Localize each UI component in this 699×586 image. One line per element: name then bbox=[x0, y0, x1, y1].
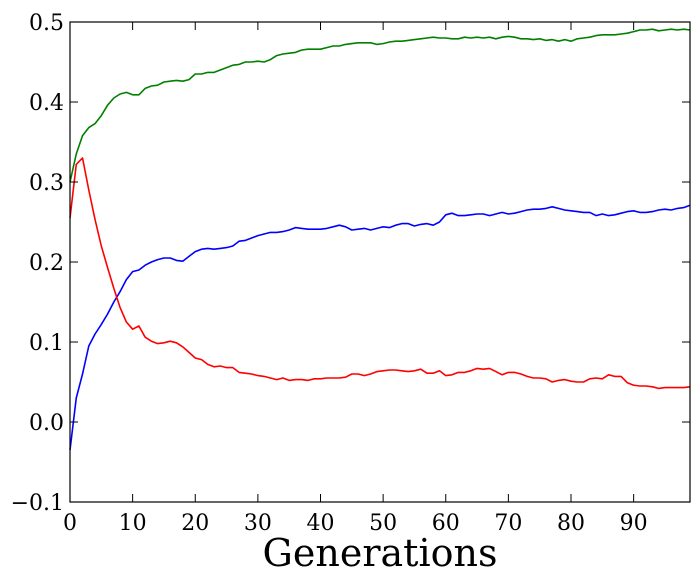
x-axis-label: Generations bbox=[263, 531, 498, 575]
label-layer: 0 10 20 30 40 50 60 70 80 90 −0.1 0.0 0.1 0.2 0.3 0.4 0.… bbox=[11, 11, 648, 536]
x-tick-label: 70 bbox=[494, 511, 522, 536]
plot-frame bbox=[69, 21, 691, 503]
x-tick-label: 0 bbox=[63, 511, 77, 536]
x-tick-label: 60 bbox=[432, 511, 460, 536]
series-line-3 bbox=[69, 157, 691, 390]
tick-layer bbox=[69, 21, 690, 503]
x-tick-label: 40 bbox=[307, 511, 335, 536]
y-tick-label: 0.4 bbox=[29, 91, 64, 116]
x-tick-label: 10 bbox=[119, 511, 147, 536]
y-tick-label: 0.2 bbox=[29, 251, 64, 276]
series-line-1 bbox=[69, 28, 691, 183]
x-tick-label: 80 bbox=[557, 511, 585, 536]
x-tick-label: 30 bbox=[244, 511, 272, 536]
x-tick-label: 50 bbox=[369, 511, 397, 536]
y-tick-label: 0.1 bbox=[29, 331, 64, 356]
y-tick-label: 0.5 bbox=[29, 11, 64, 36]
y-tick-label: 0.0 bbox=[29, 411, 64, 436]
series-layer bbox=[69, 28, 691, 451]
x-tick-label: 20 bbox=[181, 511, 209, 536]
x-tick-label: 90 bbox=[620, 511, 648, 536]
series-line-2 bbox=[69, 204, 691, 451]
y-tick-label: −0.1 bbox=[11, 491, 64, 516]
y-tick-label: 0.3 bbox=[29, 171, 64, 196]
